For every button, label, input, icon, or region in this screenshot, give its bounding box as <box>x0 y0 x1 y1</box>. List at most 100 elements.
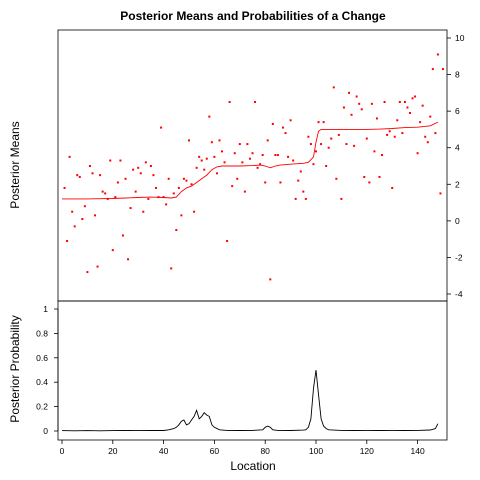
data-point <box>411 97 414 100</box>
data-point <box>142 210 145 213</box>
data-point <box>63 186 66 189</box>
data-point <box>205 157 208 160</box>
data-point <box>137 166 140 169</box>
data-point <box>119 159 122 162</box>
data-point <box>312 163 315 166</box>
data-point <box>134 190 137 193</box>
means-y-tick-label: 0 <box>455 216 460 226</box>
data-point <box>165 203 168 206</box>
data-point <box>304 197 307 200</box>
data-point <box>68 155 71 158</box>
data-point <box>190 183 193 186</box>
data-point <box>78 175 81 178</box>
data-point <box>226 239 229 242</box>
data-point <box>421 104 424 107</box>
data-point <box>200 159 203 162</box>
means-y-tick-label: -4 <box>455 289 463 299</box>
data-point <box>439 192 442 195</box>
data-point <box>419 121 422 124</box>
data-point <box>218 139 221 142</box>
data-point <box>386 133 389 136</box>
x-axis-label: Location <box>230 459 275 473</box>
data-point <box>375 117 378 120</box>
data-point <box>434 132 437 135</box>
posterior-probability-line <box>61 369 439 432</box>
data-point <box>182 177 185 180</box>
data-point <box>424 135 427 138</box>
data-point <box>94 214 97 217</box>
data-point <box>147 197 150 200</box>
data-point <box>264 181 267 184</box>
data-point <box>233 152 236 155</box>
data-point <box>340 197 343 200</box>
data-point <box>195 166 198 169</box>
data-point <box>106 197 109 200</box>
data-point <box>208 115 211 118</box>
data-point <box>66 239 69 242</box>
x-tick-label: 80 <box>260 446 270 456</box>
data-point <box>251 152 254 155</box>
data-point <box>373 150 376 153</box>
data-point <box>289 119 292 122</box>
means-y-axis: -4 -2 0 2 4 6 8 10 <box>447 33 465 299</box>
data-point <box>185 179 188 182</box>
data-point <box>294 197 297 200</box>
data-point <box>431 68 434 71</box>
data-point <box>259 163 262 166</box>
data-point <box>114 196 117 199</box>
data-point <box>99 174 102 177</box>
probability-y-tick-label: 0.4 <box>36 377 48 387</box>
data-point <box>241 161 244 164</box>
data-point <box>104 192 107 195</box>
data-point <box>175 229 178 231</box>
data-point <box>317 121 320 124</box>
data-point <box>429 115 432 118</box>
data-point <box>279 181 282 184</box>
data-point <box>261 154 264 157</box>
x-tick-label: 0 <box>60 446 65 456</box>
data-point <box>124 177 127 180</box>
data-point <box>91 172 94 175</box>
data-point <box>71 210 74 213</box>
data-point <box>96 265 99 268</box>
data-point <box>355 95 358 98</box>
data-point <box>297 179 300 182</box>
means-y-tick-label: 10 <box>455 33 465 43</box>
data-point <box>350 113 353 116</box>
data-point <box>193 210 196 213</box>
probability-line-group <box>61 369 439 432</box>
data-point <box>129 207 132 210</box>
data-point <box>388 130 391 133</box>
data-point <box>269 278 272 281</box>
x-tick-label: 20 <box>108 446 118 456</box>
data-point <box>345 143 348 146</box>
x-tick-label: 140 <box>411 446 425 456</box>
data-point <box>228 101 231 103</box>
data-point <box>383 101 386 103</box>
means-y-tick-label: 2 <box>455 179 460 189</box>
data-point <box>86 271 89 274</box>
data-point <box>287 155 290 158</box>
data-point <box>73 225 76 228</box>
data-point <box>210 141 213 144</box>
data-point <box>177 186 180 189</box>
data-point <box>342 106 345 109</box>
data-point <box>215 172 218 175</box>
data-point <box>221 150 224 153</box>
data-point <box>101 190 104 193</box>
x-tick-label: 40 <box>159 446 169 456</box>
data-point <box>246 143 249 146</box>
data-point <box>396 119 399 122</box>
data-point <box>393 135 396 138</box>
data-point <box>335 177 338 180</box>
means-y-tick-label: 4 <box>455 143 460 153</box>
data-point <box>243 190 246 193</box>
data-point <box>337 133 340 136</box>
data-point <box>381 154 384 157</box>
data-point <box>292 159 295 162</box>
data-point <box>160 126 163 129</box>
data-point <box>256 166 259 169</box>
posterior-mean-line-group <box>62 121 439 200</box>
data-point <box>274 154 277 157</box>
data-point <box>83 205 86 208</box>
